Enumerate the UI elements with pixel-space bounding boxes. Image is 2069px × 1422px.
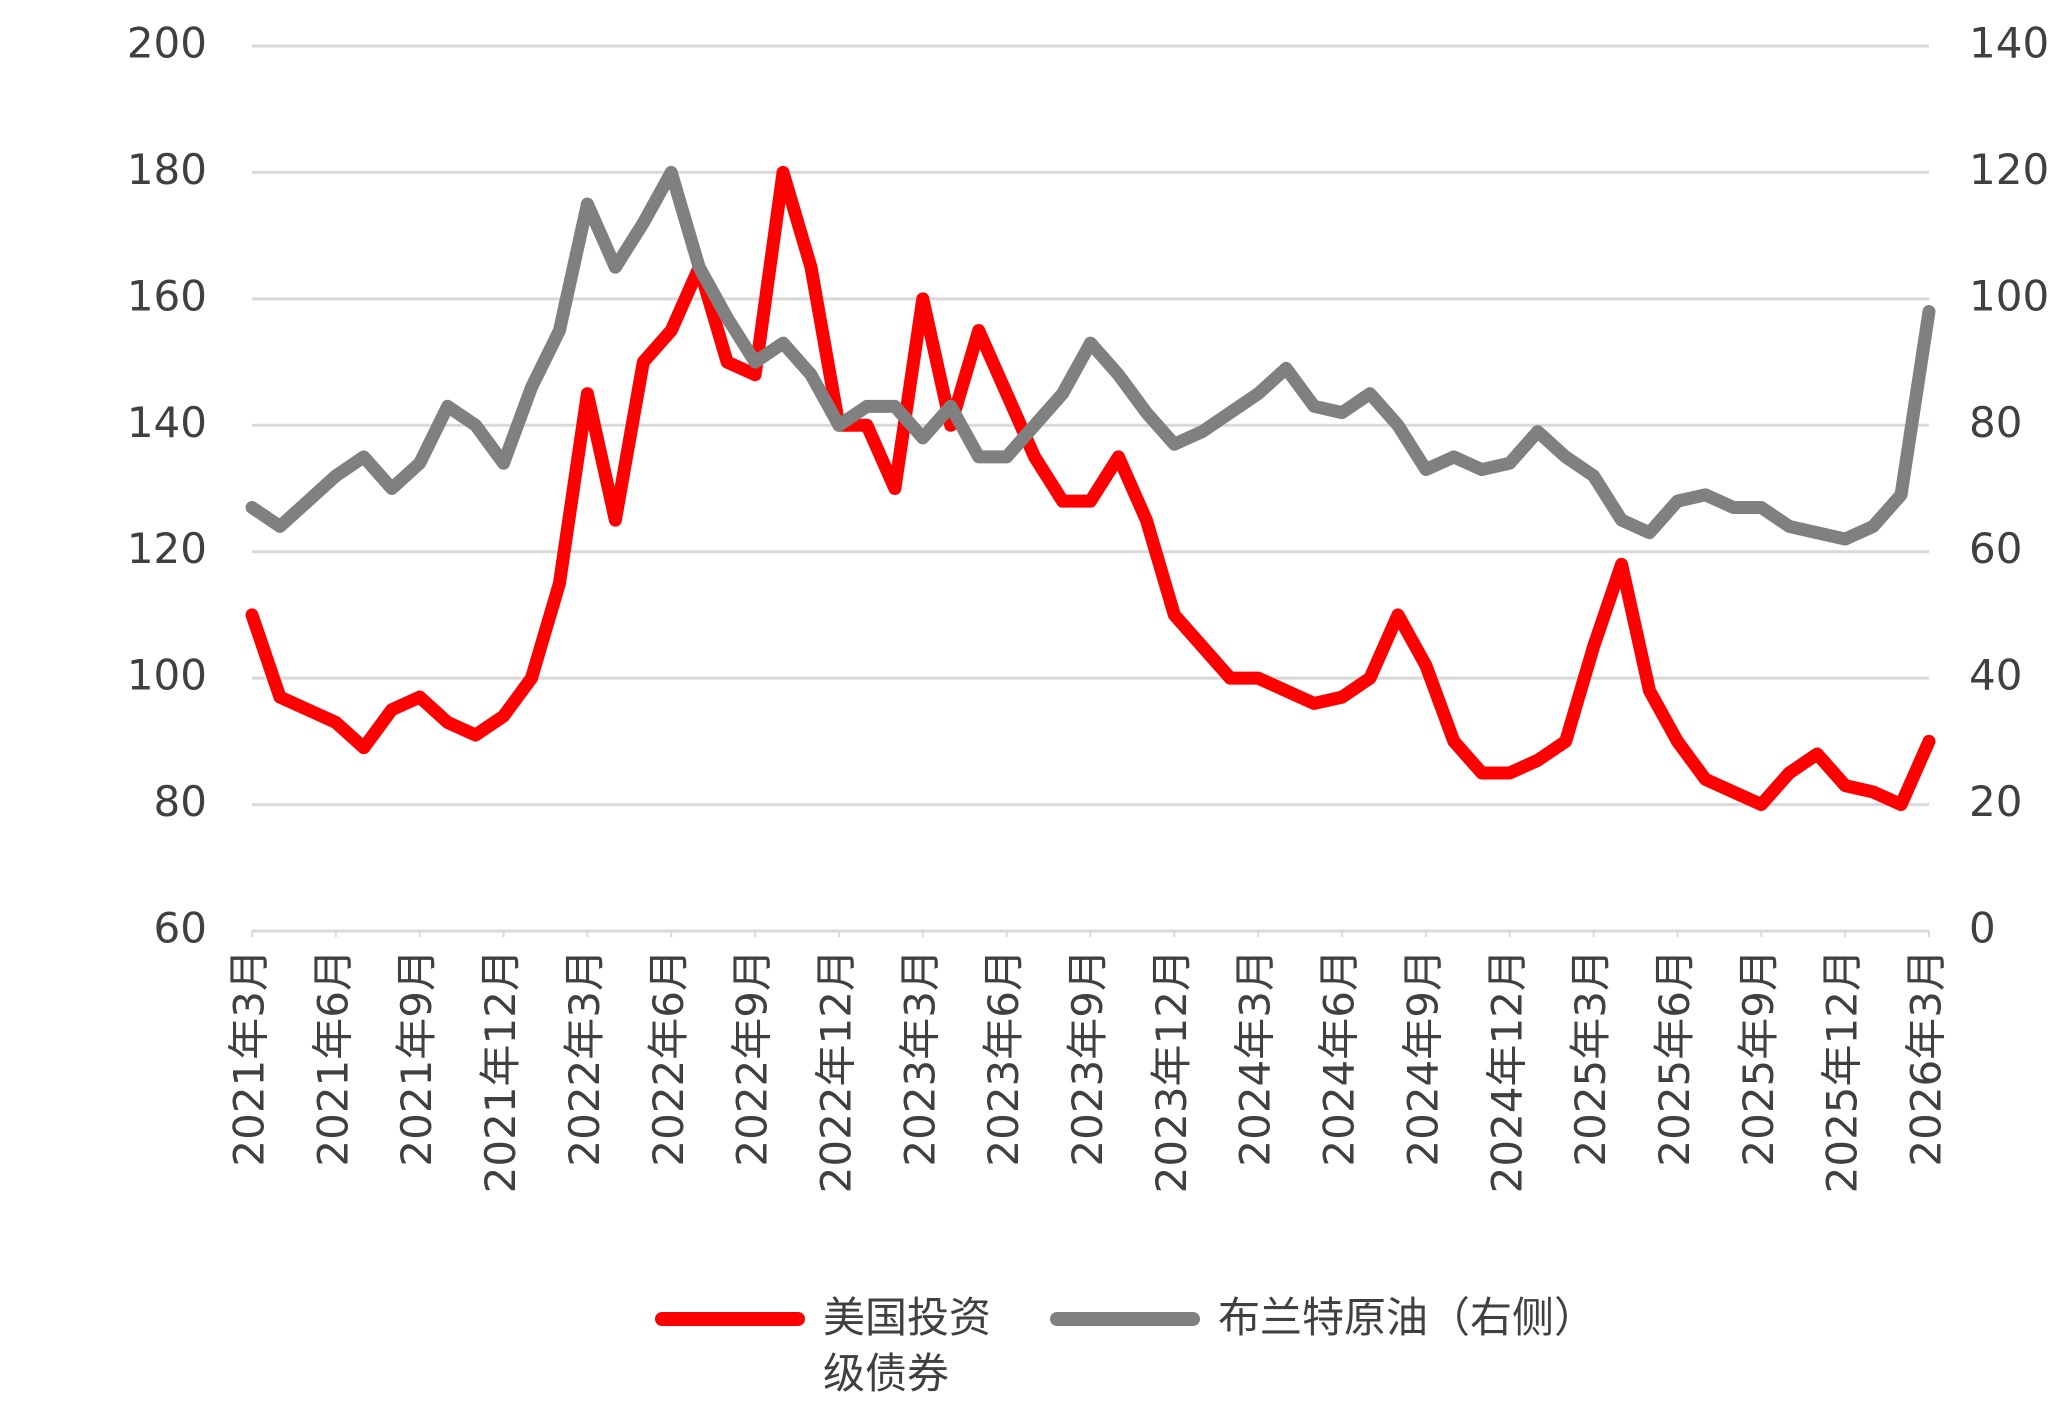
- series-line: [245, 165, 1936, 812]
- chart: 60 80 100 120 140 160 180 200 0 20 40 60 80 100 120 140…: [127, 19, 2049, 1194]
- x-tick-label: 2022年6月: [644, 949, 693, 1167]
- y2-tick-label: 80: [1969, 398, 2022, 447]
- y-tick-label: 160: [127, 271, 207, 320]
- x-tick-label: 2025年3月: [1566, 949, 1615, 1167]
- x-tick-label: 2026年3月: [1902, 949, 1951, 1167]
- x-tick-label: 2022年9月: [728, 949, 777, 1167]
- legend-swatch: [1050, 1312, 1200, 1326]
- x-tick-label: 2024年12月: [1482, 949, 1531, 1193]
- legend-label: 布兰特原油（右侧）: [1218, 1293, 1597, 1342]
- legend-label: 美国投资级债券: [823, 1293, 992, 1398]
- y-tick-label: 140: [127, 398, 207, 447]
- x-tick-label: 2023年12月: [1147, 949, 1196, 1193]
- x-tick-label: 2025年9月: [1734, 949, 1783, 1167]
- legend-item: 美国投资级债券: [655, 1290, 1003, 1402]
- x-tick-label: 2024年9月: [1398, 949, 1447, 1167]
- y2-tick-label: 60: [1969, 524, 2022, 573]
- y2-tick-label: 140: [1969, 19, 2049, 68]
- x-tick-label: 2021年6月: [308, 949, 357, 1167]
- x-tick-label: 2023年9月: [1063, 949, 1112, 1167]
- y-tick-label: 120: [127, 524, 207, 573]
- x-tick-label: 2023年3月: [895, 949, 944, 1167]
- y2-tick-label: 0: [1969, 904, 1996, 953]
- y-tick-label: 60: [154, 904, 207, 953]
- x-tick-label: 2024年3月: [1231, 949, 1280, 1167]
- y-tick-label: 200: [127, 19, 207, 68]
- x-tick-label: 2021年9月: [392, 949, 441, 1167]
- y-tick-label: 80: [154, 777, 207, 826]
- x-tick-label: 2021年12月: [476, 949, 525, 1193]
- x-tick-label: 2022年12月: [811, 949, 860, 1193]
- x-tick-label: 2022年3月: [560, 949, 609, 1167]
- x-tick-label: 2024年6月: [1315, 949, 1364, 1167]
- y2-tick-label: 120: [1969, 145, 2049, 194]
- x-tick-label: 2025年6月: [1650, 949, 1699, 1167]
- y2-tick-label: 40: [1969, 651, 2022, 700]
- legend-item: 布兰特原油（右侧）: [1050, 1290, 1596, 1346]
- x-tick-label: 2021年3月: [225, 949, 274, 1167]
- x-tick-label: 2025年12月: [1818, 949, 1867, 1193]
- y-tick-label: 100: [127, 651, 207, 700]
- legend-swatch: [655, 1312, 805, 1326]
- y2-tick-label: 100: [1969, 271, 2049, 320]
- y-tick-label: 180: [127, 145, 207, 194]
- series-line: [245, 165, 1936, 546]
- y2-tick-label: 20: [1969, 777, 2022, 826]
- x-tick-label: 2023年6月: [979, 949, 1028, 1167]
